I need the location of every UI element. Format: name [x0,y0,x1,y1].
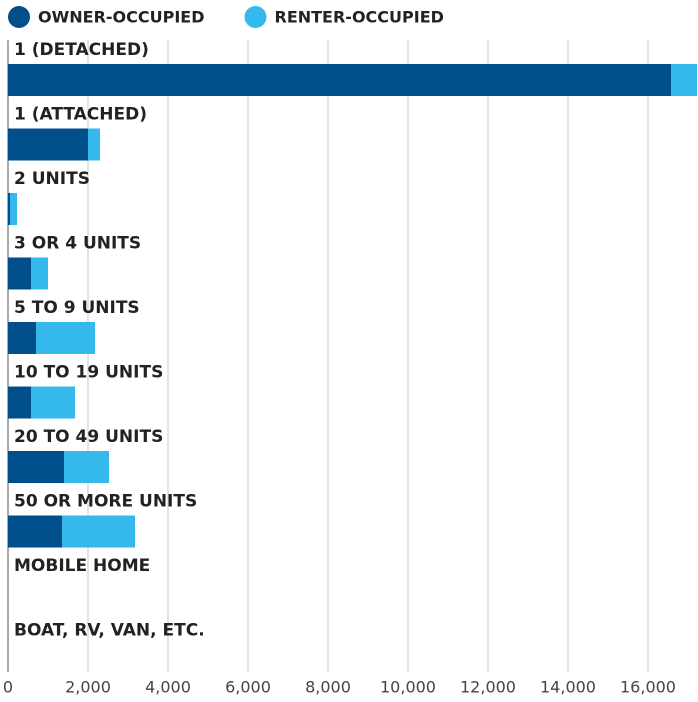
x-tick-label: 0 [3,678,13,697]
x-tick-label: 12,000 [460,678,516,697]
category-label: 20 TO 49 UNITS [14,427,163,447]
category-label: 1 (DETACHED) [14,40,149,60]
category-label: 3 OR 4 UNITS [14,234,141,254]
x-tick-label: 16,000 [620,678,676,697]
bar [8,64,671,96]
x-tick-label: 8,000 [305,678,351,697]
x-tick-label: 10,000 [380,678,436,697]
category-label: 5 TO 9 UNITS [14,298,140,318]
x-tick-label: 6,000 [225,678,271,697]
bar [64,451,109,483]
legend-swatch [244,6,267,28]
category-label: 10 TO 19 UNITS [14,363,163,383]
bar [8,128,88,161]
bar [8,515,62,548]
bar [10,193,17,225]
bar [671,64,697,96]
legend-label: RENTER-OCCUPIED [275,8,444,27]
legend-swatch [8,6,30,28]
bar [8,386,31,419]
x-tick-label: 14,000 [540,678,596,697]
bar [36,322,95,354]
category-label: BOAT, RV, VAN, ETC. [14,621,205,641]
legend-label: OWNER-OCCUPIED [38,8,205,27]
category-label: 1 (ATTACHED) [14,105,147,125]
bar [8,257,31,290]
category-label: 2 UNITS [14,169,90,189]
bar [62,515,135,548]
category-label: 50 OR MORE UNITS [14,492,197,512]
bar [31,257,48,290]
category-label: MOBILE HOME [14,556,150,576]
bar [8,322,36,354]
bar [8,451,64,483]
bar [88,128,100,161]
bar [8,193,10,225]
bar [31,386,75,419]
x-tick-label: 4,000 [145,678,191,697]
x-tick-label: 2,000 [65,678,111,697]
